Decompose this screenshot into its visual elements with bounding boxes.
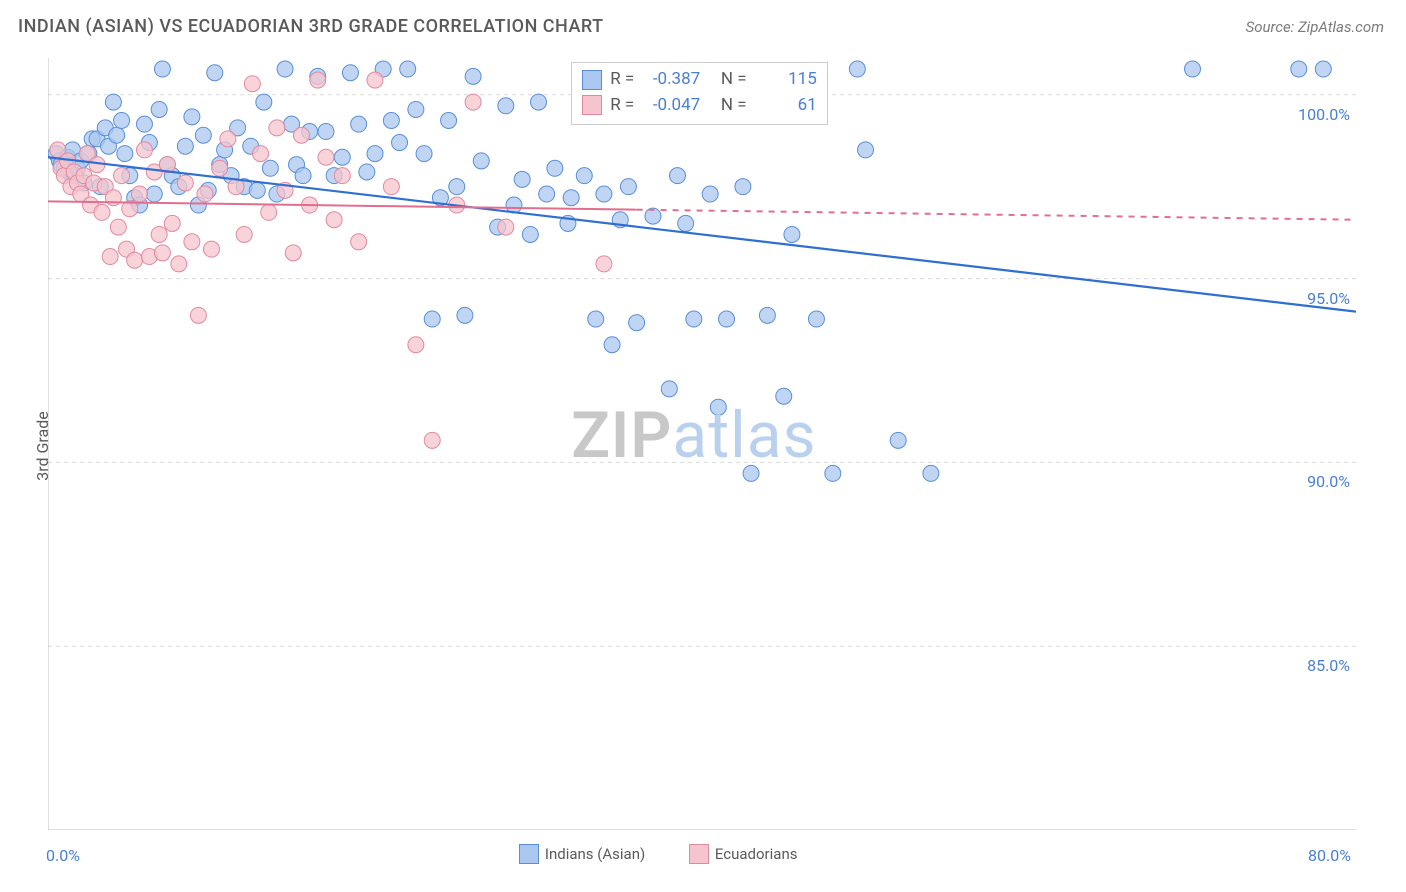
legend-item: Indians (Asian)	[519, 844, 645, 864]
legend-item: Ecuadorians	[689, 844, 798, 864]
stats-row: R = -0.047 N = 61	[582, 93, 817, 119]
stats-r-label: R =	[610, 67, 634, 93]
x-tick-label: 80.0%	[1308, 846, 1351, 865]
stats-r-value: -0.047	[642, 93, 700, 119]
y-tick-label: 85.0%	[1307, 656, 1350, 675]
chart-title: INDIAN (ASIAN) VS ECUADORIAN 3RD GRADE C…	[18, 16, 604, 37]
legend-swatch	[519, 844, 539, 864]
x-tick-label: 0.0%	[46, 846, 80, 865]
y-tick-label: 90.0%	[1307, 472, 1350, 491]
legend-swatch	[689, 844, 709, 864]
scatter-plot	[48, 58, 1356, 830]
stats-box: R = -0.387 N = 115 R = -0.047 N = 61	[571, 62, 828, 125]
stats-n-value: 61	[759, 93, 817, 119]
y-tick-label: 95.0%	[1307, 289, 1350, 308]
stats-swatch	[582, 70, 602, 90]
y-tick-label: 100.0%	[1298, 105, 1350, 124]
stats-row: R = -0.387 N = 115	[582, 67, 817, 93]
stats-n-label: N =	[708, 67, 751, 93]
stats-swatch	[582, 95, 602, 115]
stats-r-label: R =	[610, 93, 634, 119]
legend-label: Ecuadorians	[715, 845, 798, 863]
stats-n-label: N =	[708, 93, 751, 119]
stats-n-value: 115	[759, 67, 817, 93]
source-citation: Source: ZipAtlas.com	[1246, 18, 1384, 36]
legend-label: Indians (Asian)	[545, 845, 645, 863]
stats-r-value: -0.387	[642, 67, 700, 93]
